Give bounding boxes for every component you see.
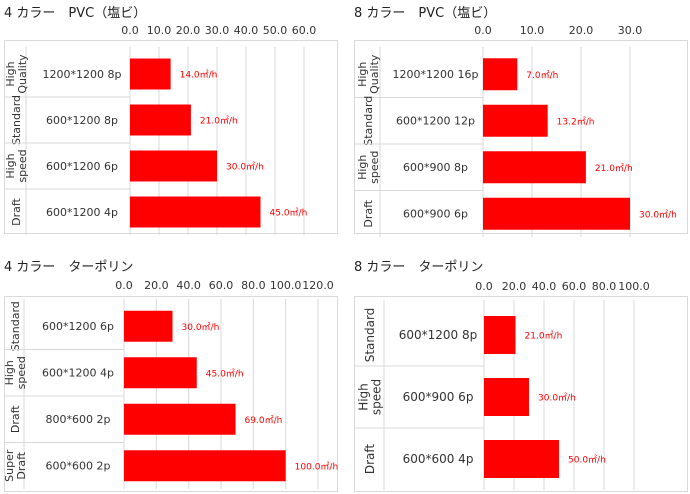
bar [124,357,197,389]
bar [483,58,518,91]
chart-panel-4color-tarpaulin: 4 カラー ターポリン 0.0 20.0 40.0 60.0 80.0 100.0 120.… [3,256,339,492]
tick-label: 40.0 [176,279,201,292]
group-label: Highspeed [4,149,29,182]
category-label: 600*1200 8p [399,328,478,342]
group-label: HighQuality [4,54,29,94]
tick-label: 20.0 [569,24,594,37]
bar-chart: 0.0 20.0 40.0 60.0 80.0 100.0 120.0 Standard 600… [3,279,339,489]
data-label: 45.0㎡/h [206,368,244,379]
data-label: 100.0㎡/h [295,461,339,472]
category-label: 600*1200 4p [42,367,114,380]
bar [483,151,586,184]
bar [130,104,191,136]
category-label: 600*1200 8p [46,114,118,127]
data-label: 21.0㎡/h [200,116,238,127]
category-label: 600*1200 12p [396,115,475,128]
chart-panel-8color-tarpaulin: 8 カラー ターポリン 0.0 20.0 40.0 60.0 80.0 100.0 Stan… [354,256,688,492]
tick-label: 100.0 [270,279,302,292]
category-label: 600*900 8p [403,161,468,174]
data-label: 21.0㎡/h [595,163,633,174]
tick-label: 40.0 [234,24,259,37]
chart-title: 4 カラー ターポリン [4,260,134,275]
data-label: 30.0㎡/h [538,393,576,404]
category-label: 600*600 2p [46,460,111,473]
group-label: Highspeed [357,379,384,415]
data-label: 14.0㎡/h [180,70,218,81]
tick-label: 80.0 [241,279,266,292]
bar [484,378,529,416]
tick-label: 60.0 [209,279,234,292]
bar-chart: 0.0 10.0 20.0 30.0 HighQuality 1200*1200 16p 7… [354,24,677,237]
category-label: 600*600 4p [403,452,474,466]
tick-label: 20.0 [176,24,201,37]
group-label: Standard [10,95,23,145]
tick-label: 40.0 [532,280,557,293]
tick-label: 120.0 [302,279,334,292]
category-label: 1200*1200 16p [393,68,479,81]
bar [130,196,261,228]
tick-label: 20.0 [144,279,169,292]
group-label: Standard [362,96,375,146]
group-label: Draft [362,199,375,227]
data-label: 30.0㎡/h [639,209,677,220]
category-label: 1200*1200 8p [43,68,122,81]
tick-label: 20.0 [502,280,527,293]
chart-title: 8 カラー ターポリン [354,260,484,275]
tick-label: 0.0 [475,280,493,293]
data-label: 30.0㎡/h [226,162,264,173]
bar [124,403,236,435]
group-label: Highspeed [356,151,381,184]
bar [484,316,516,354]
group-label: Draft [9,405,22,433]
category-label: 600*1200 6p [42,320,114,333]
data-label: 13.2㎡/h [557,116,595,127]
chart-title: 4 カラー PVC（塩ビ） [4,6,147,21]
bar [484,440,559,478]
tick-label: 10.0 [147,24,172,37]
bar-chart: 0.0 10.0 20.0 30.0 40.0 50.0 60.0 HighQuality 12… [4,24,317,235]
tick-label: 10.0 [520,24,545,37]
bar [130,150,217,182]
bar [483,104,548,137]
data-label: 50.0㎡/h [568,455,606,466]
bar [483,197,630,230]
group-label: Standard [363,308,377,363]
group-label: Standard [9,301,22,351]
data-label: 45.0㎡/h [270,208,308,219]
group-label: SuperDraft [3,449,28,482]
chart-title: 8 カラー PVC（塩ビ） [354,6,497,21]
data-label: 7.0㎡/h [526,70,558,81]
tick-label: 60.0 [562,280,587,293]
tick-label: 100.0 [618,280,650,293]
category-label: 600*900 6p [403,208,468,221]
group-label: Draft [363,444,377,475]
tick-label: 50.0 [263,24,288,37]
data-label: 21.0㎡/h [525,331,563,342]
tick-label: 60.0 [292,24,317,37]
category-label: 600*900 6p [403,390,474,404]
chart-panel-8color-pvc: 8 カラー PVC（塩ビ） 0.0 10.0 20.0 30.0 HighQuality… [354,2,688,237]
category-label: 600*1200 4p [46,206,118,219]
data-label: 69.0㎡/h [245,415,283,426]
group-label: Highspeed [3,356,28,389]
tick-label: 0.0 [121,24,139,37]
data-label: 30.0㎡/h [182,322,220,333]
group-label: Draft [10,197,23,225]
chart-panel-4color-pvc: 4 カラー PVC（塩ビ） 0.0 10.0 20.0 30.0 40.0 50.0 60.… [4,2,338,235]
tick-label: 30.0 [205,24,230,37]
tick-label: 80.0 [592,280,617,293]
bar [124,310,173,342]
tick-label: 30.0 [618,24,643,37]
tick-label: 0.0 [115,279,133,292]
bar-chart: 0.0 20.0 40.0 60.0 80.0 100.0 Standard 600*1200… [354,280,650,490]
tick-label: 0.0 [474,24,492,37]
category-label: 800*600 2p [46,413,111,426]
bar [124,450,286,482]
bar [130,58,171,90]
category-label: 600*1200 6p [46,160,118,173]
group-label: HighQuality [356,54,381,94]
